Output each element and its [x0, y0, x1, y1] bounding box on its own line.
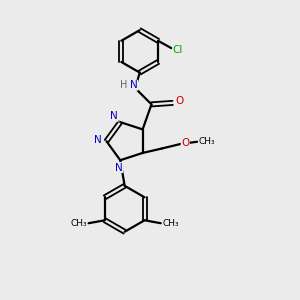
- Text: CH₃: CH₃: [162, 219, 179, 228]
- Text: N: N: [94, 135, 102, 145]
- Text: O: O: [175, 96, 183, 106]
- Text: Cl: Cl: [172, 45, 183, 55]
- Text: N: N: [110, 111, 118, 121]
- Text: H: H: [120, 80, 128, 90]
- Text: N: N: [115, 163, 123, 172]
- Text: CH₃: CH₃: [70, 219, 87, 228]
- Text: CH₃: CH₃: [199, 137, 215, 146]
- Text: O: O: [181, 138, 190, 148]
- Text: N: N: [130, 80, 138, 90]
